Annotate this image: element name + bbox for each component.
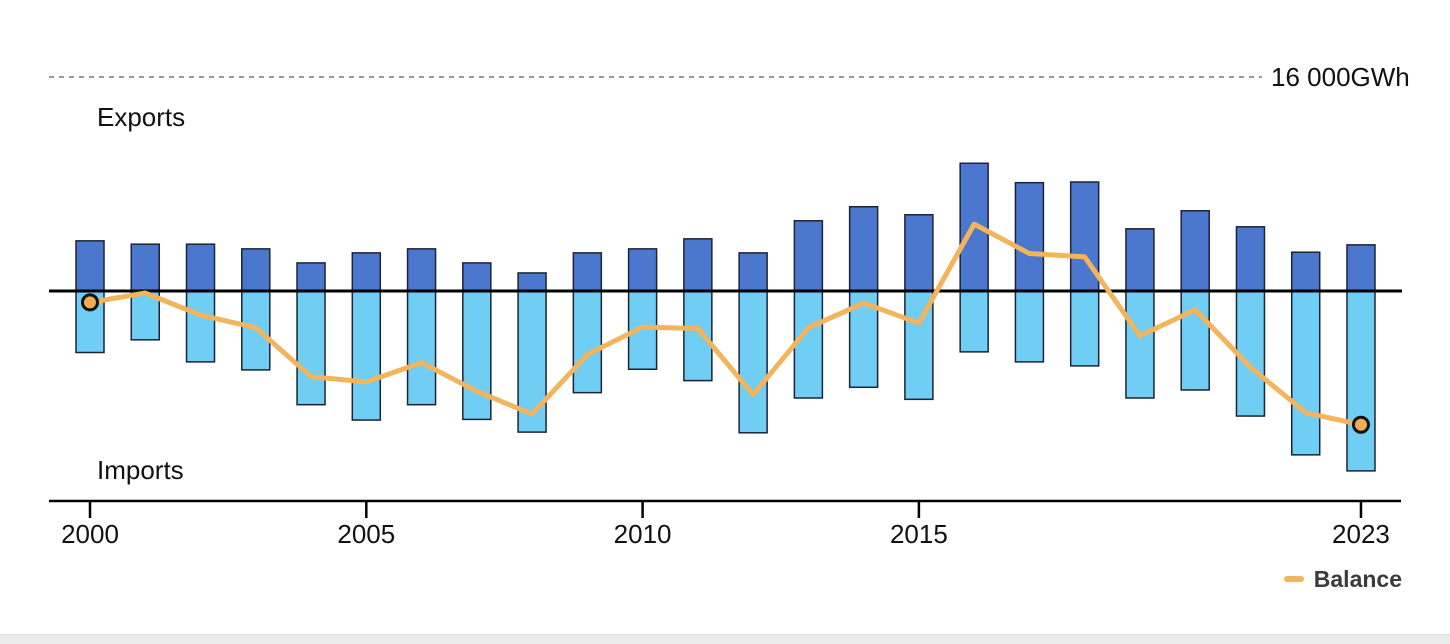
export-bar-2007	[462, 262, 492, 292]
legend: Balance	[1283, 566, 1402, 592]
export-bar-2015	[904, 214, 934, 292]
import-bar-2009	[572, 290, 603, 394]
export-bar-2010	[627, 248, 658, 292]
export-bar-2008	[517, 272, 547, 292]
export-bar-2004	[296, 262, 326, 292]
imports-label: Imports	[97, 455, 184, 485]
x-tick-label-2010: 2010	[614, 519, 672, 549]
export-bar-2000	[75, 240, 105, 292]
threshold-label: 16 000GWh	[1271, 62, 1410, 92]
export-bar-2021	[1235, 226, 1266, 292]
export-bar-2020	[1180, 210, 1210, 292]
export-bar-2011	[683, 238, 713, 292]
export-bar-2001	[130, 243, 161, 292]
x-axis-layer: 2000 2005 2010 2015 2023	[49, 499, 1401, 549]
export-bar-2014	[848, 205, 879, 292]
export-bar-2003	[241, 248, 271, 292]
bottom-divider	[0, 634, 1450, 644]
export-bar-2005	[351, 252, 382, 292]
export-bar-2012	[738, 252, 768, 292]
legend-balance-label: Balance	[1313, 566, 1402, 592]
import-bar-2002	[185, 290, 216, 363]
export-bar-2013	[793, 220, 824, 292]
balance-line-swatch-icon	[1283, 576, 1304, 582]
import-bar-2022	[1290, 290, 1321, 456]
import-bar-2005	[351, 290, 382, 421]
balance-endpoint-marker-2000	[81, 293, 99, 312]
export-bar-2023	[1346, 244, 1376, 292]
import-bar-2021	[1235, 290, 1266, 417]
export-bar-2019	[1125, 228, 1155, 292]
export-bar-2022	[1290, 251, 1321, 292]
import-bar-2018	[1069, 290, 1100, 367]
import-bar-2017	[1014, 290, 1045, 363]
import-bar-2007	[462, 290, 492, 421]
export-bar-2006	[406, 248, 437, 292]
import-bar-2012	[738, 290, 768, 434]
balance-line	[87, 221, 1364, 428]
balance-line-layer	[81, 221, 1370, 434]
import-bar-2006	[406, 290, 437, 406]
import-bar-2013	[793, 290, 824, 399]
x-tick-label-2023: 2023	[1332, 519, 1390, 549]
x-tick-label-2015: 2015	[890, 519, 948, 549]
import-bar-2019	[1125, 290, 1155, 399]
import-bar-2020	[1180, 290, 1210, 391]
import-bar-2011	[683, 290, 713, 382]
exports-label: Exports	[97, 102, 185, 132]
export-bar-2017	[1014, 181, 1045, 292]
x-tick-label-2000: 2000	[61, 519, 119, 549]
balance-endpoint-marker-2023	[1351, 415, 1370, 434]
bars-layer	[75, 162, 1376, 472]
import-bar-2004	[296, 290, 326, 406]
export-bar-2002	[185, 243, 216, 292]
export-bar-2009	[572, 252, 603, 292]
x-tick-label-2005: 2005	[337, 519, 395, 549]
import-bar-2023	[1346, 290, 1376, 472]
import-bar-2016	[959, 290, 989, 353]
